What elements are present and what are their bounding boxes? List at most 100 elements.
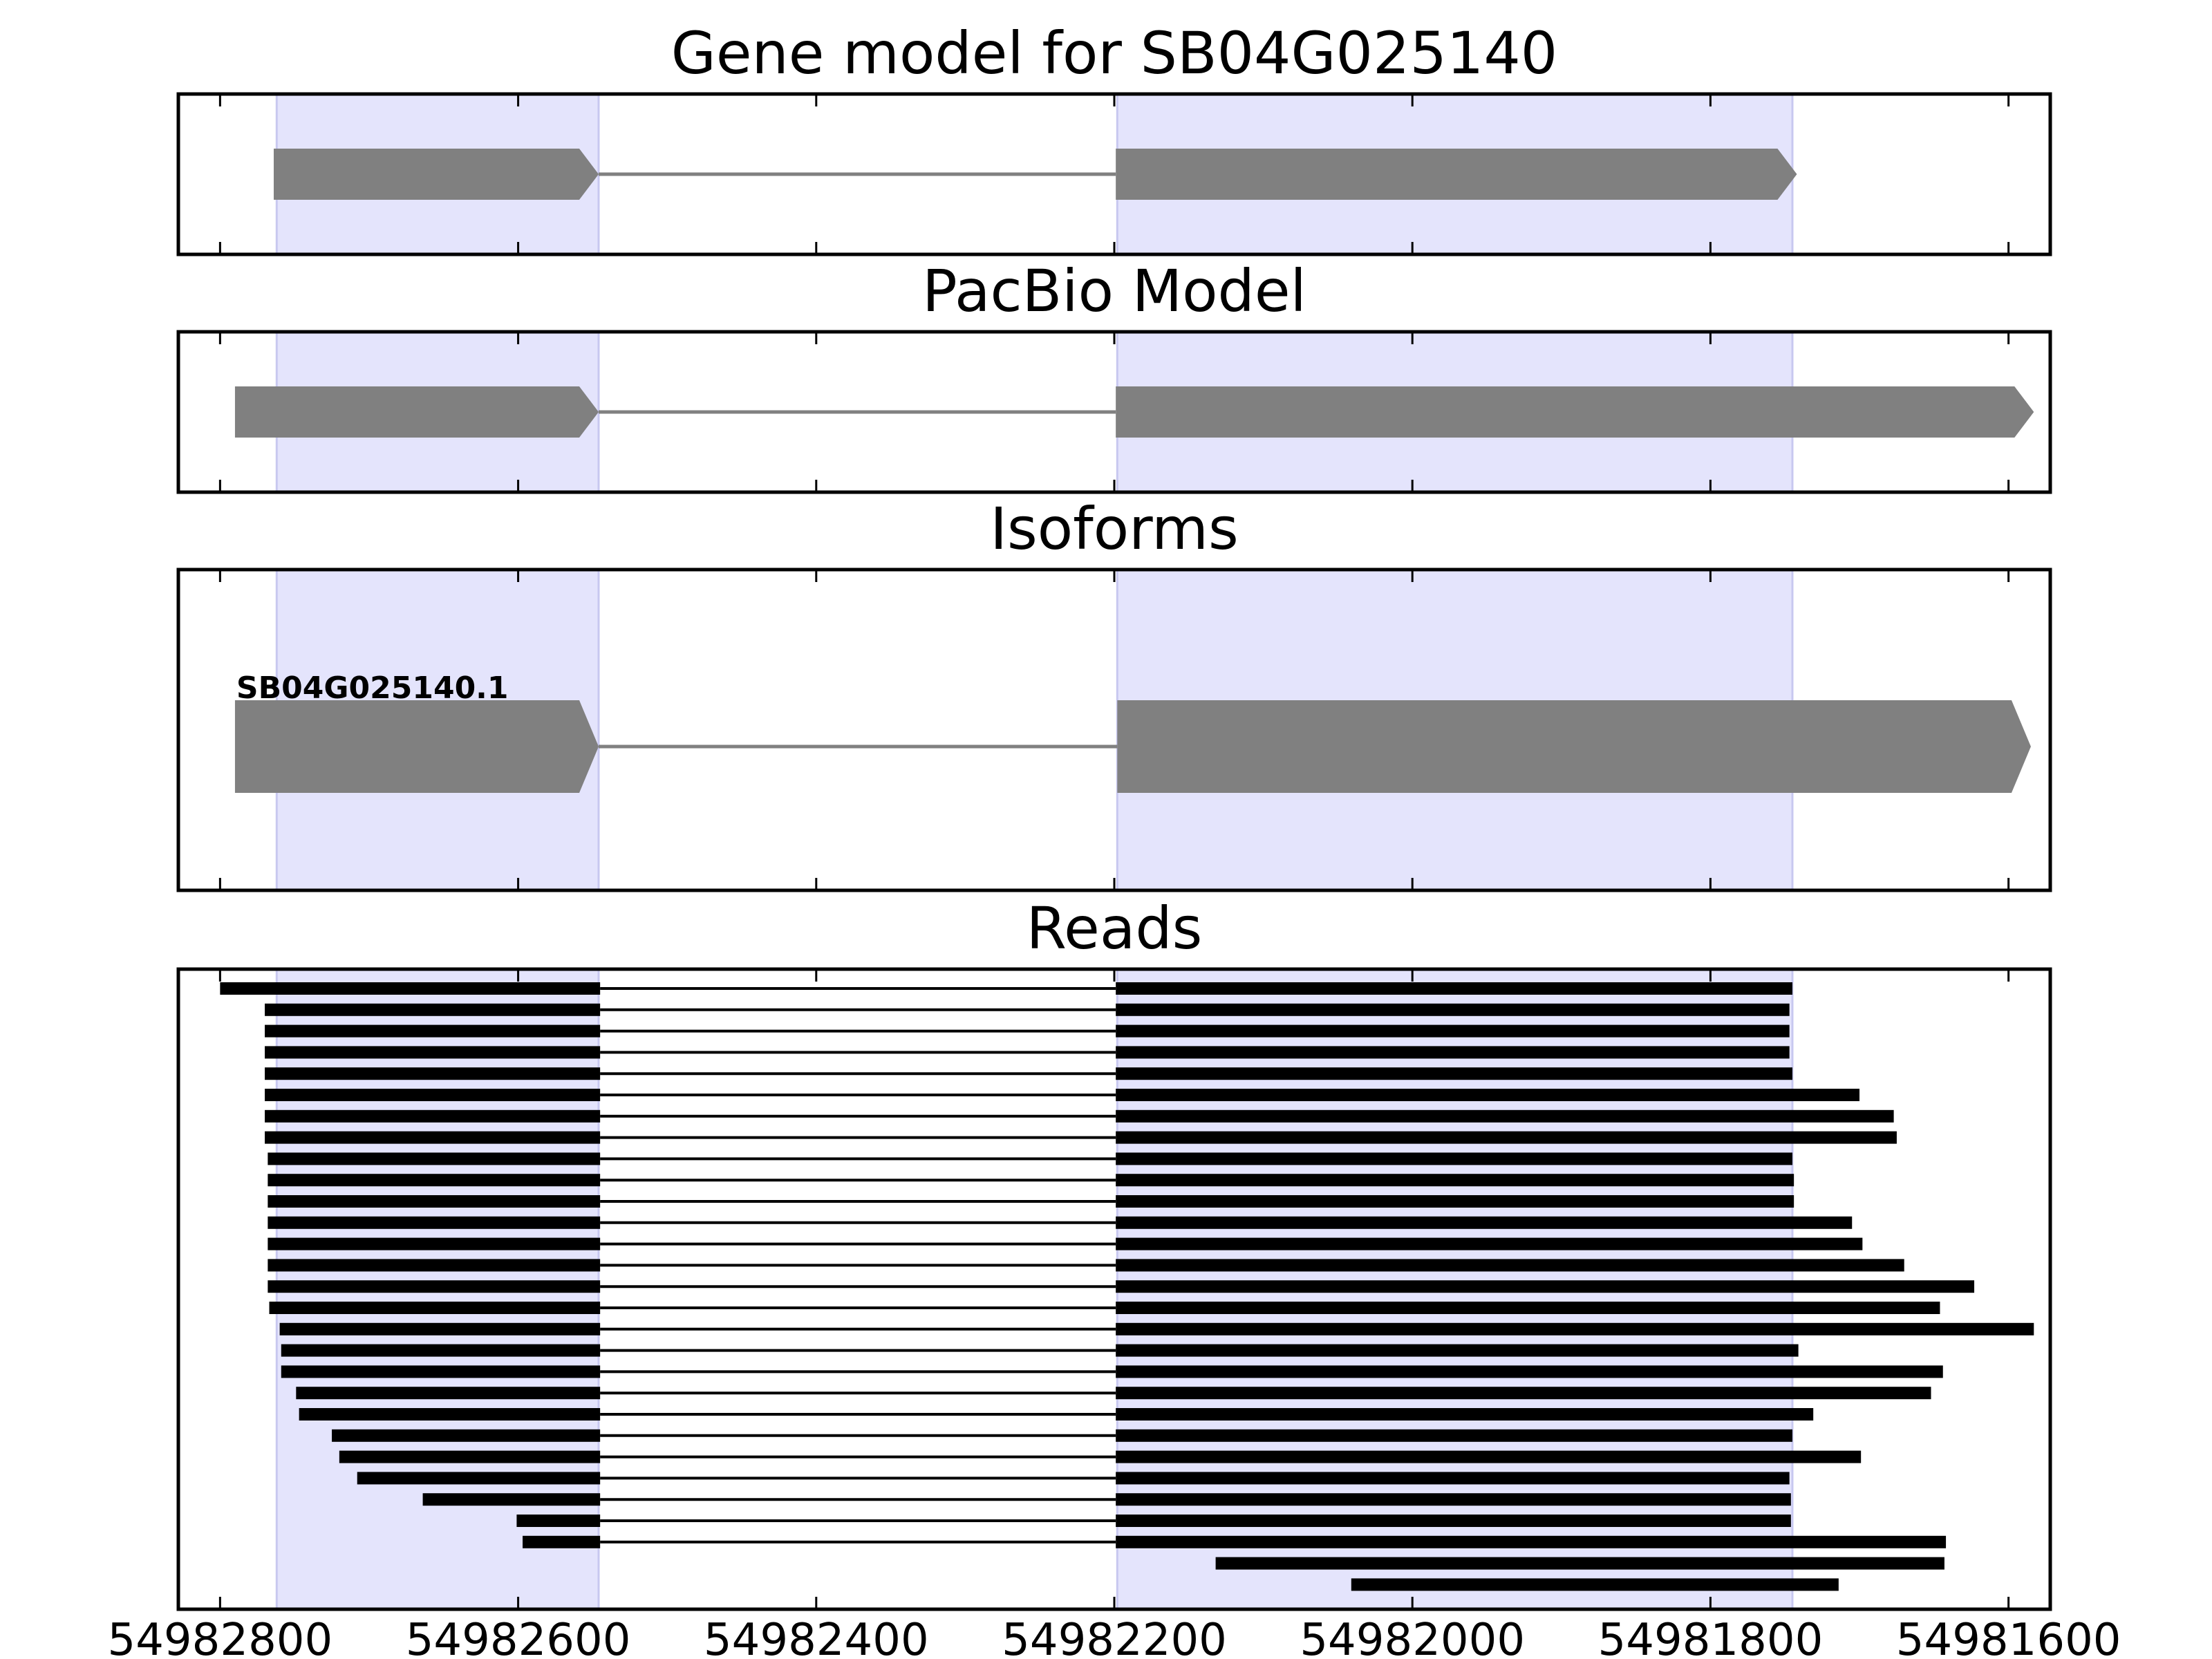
x-tick-label: 54982800 bbox=[107, 1615, 332, 1659]
panel-isoforms: Isoforms SB04G025140.1 bbox=[176, 495, 2052, 892]
pacbio-model-track bbox=[176, 330, 2052, 494]
exon-block bbox=[1116, 149, 1797, 200]
read-block bbox=[268, 1216, 601, 1229]
panel-title-reads: Reads bbox=[1027, 894, 1203, 962]
read-block bbox=[265, 1067, 601, 1080]
read-block bbox=[1116, 1024, 1790, 1038]
read-block bbox=[339, 1450, 601, 1463]
x-tick-label: 54981800 bbox=[1598, 1615, 1824, 1659]
read-block bbox=[279, 1322, 601, 1335]
read-block bbox=[281, 1344, 601, 1357]
x-tick-label: 54981600 bbox=[1896, 1615, 2121, 1659]
read bbox=[265, 1131, 1897, 1144]
reads-track bbox=[176, 967, 2052, 1611]
read bbox=[268, 1195, 1794, 1208]
read-block bbox=[1116, 1365, 1943, 1378]
read-block bbox=[265, 1003, 601, 1016]
read-block bbox=[265, 1109, 601, 1123]
read-block bbox=[1116, 1535, 1947, 1548]
exon-block bbox=[234, 386, 599, 438]
read-block bbox=[1116, 1472, 1790, 1485]
read bbox=[268, 1237, 1863, 1250]
read bbox=[523, 1535, 1947, 1548]
read bbox=[265, 1067, 1793, 1080]
x-tick-label: 54982400 bbox=[704, 1615, 929, 1659]
read-block bbox=[1116, 1216, 1853, 1229]
read-block bbox=[220, 982, 601, 995]
read bbox=[265, 1089, 1860, 1101]
panel-reads: Reads bbox=[176, 894, 2052, 1611]
read bbox=[1351, 1578, 1839, 1591]
read-block bbox=[1116, 1302, 1940, 1314]
read bbox=[357, 1472, 1790, 1485]
read-block bbox=[1116, 1109, 1894, 1123]
panel-title-pacbio-model: PacBio Model bbox=[922, 257, 1306, 325]
read-block bbox=[299, 1408, 601, 1421]
read bbox=[265, 1109, 1894, 1123]
read-block bbox=[1116, 1046, 1790, 1059]
read bbox=[299, 1408, 1814, 1421]
read-block bbox=[1351, 1578, 1839, 1591]
read-block bbox=[1116, 1174, 1794, 1187]
read-block bbox=[1116, 1003, 1790, 1016]
read-block bbox=[1116, 1067, 1793, 1080]
read bbox=[265, 1003, 1790, 1016]
read-block bbox=[1116, 1429, 1793, 1442]
read-block bbox=[1116, 1515, 1791, 1527]
read-block bbox=[268, 1174, 601, 1187]
read-block bbox=[1116, 1259, 1904, 1272]
read-block bbox=[1116, 1152, 1793, 1165]
read bbox=[339, 1450, 1862, 1463]
read-block bbox=[1116, 1450, 1862, 1463]
read-block bbox=[1116, 1195, 1794, 1208]
read-block bbox=[268, 1259, 601, 1272]
exon-block bbox=[1116, 386, 2034, 438]
read bbox=[296, 1387, 1931, 1400]
read-block bbox=[268, 1280, 601, 1293]
read-block bbox=[296, 1387, 601, 1400]
x-tick-label: 54982600 bbox=[406, 1615, 631, 1659]
read bbox=[265, 1046, 1790, 1059]
read bbox=[281, 1365, 1943, 1378]
panel-gene-model: Gene model for SB04G025140 bbox=[176, 19, 2052, 256]
panel-title-gene-model: Gene model for SB04G025140 bbox=[671, 19, 1557, 87]
exon-block bbox=[1117, 700, 2031, 793]
read-block bbox=[1116, 1322, 2034, 1335]
read-block bbox=[516, 1515, 601, 1527]
x-axis-tick-labels: 54982800 54982600 54982400 54982200 54982000… bbox=[107, 1615, 2121, 1659]
panel-title-isoforms: Isoforms bbox=[990, 495, 1239, 563]
read-block bbox=[523, 1535, 601, 1548]
read-block bbox=[1116, 1280, 1975, 1293]
read bbox=[265, 1024, 1790, 1038]
read-block bbox=[1116, 1344, 1799, 1357]
read bbox=[516, 1515, 1791, 1527]
exon-block bbox=[273, 149, 599, 200]
read-block bbox=[332, 1429, 601, 1442]
read-block bbox=[1116, 1493, 1791, 1506]
read bbox=[220, 982, 1793, 995]
isoform-label: SB04G025140.1 bbox=[236, 671, 509, 706]
read bbox=[268, 1216, 1853, 1229]
read bbox=[279, 1322, 2034, 1335]
read-block bbox=[1116, 1131, 1897, 1144]
read-block bbox=[357, 1472, 601, 1485]
read-block bbox=[268, 1195, 601, 1208]
read-block bbox=[268, 1152, 601, 1165]
read bbox=[268, 1259, 1904, 1272]
read bbox=[268, 1174, 1794, 1187]
read bbox=[332, 1429, 1793, 1442]
isoforms-track: SB04G025140.1 bbox=[176, 568, 2052, 892]
read-block bbox=[281, 1365, 601, 1378]
gene-model-track bbox=[176, 92, 2052, 256]
read bbox=[269, 1302, 1940, 1314]
x-tick-label: 54982200 bbox=[1002, 1615, 1227, 1659]
read bbox=[268, 1152, 1793, 1165]
read-block bbox=[269, 1302, 601, 1314]
read-block bbox=[265, 1024, 601, 1038]
read-block bbox=[1116, 1237, 1863, 1250]
read-block bbox=[422, 1493, 601, 1506]
panel-pacbio-model: PacBio Model bbox=[176, 257, 2052, 494]
read-block bbox=[1116, 1387, 1931, 1400]
x-tick-label: 54982000 bbox=[1300, 1615, 1525, 1659]
